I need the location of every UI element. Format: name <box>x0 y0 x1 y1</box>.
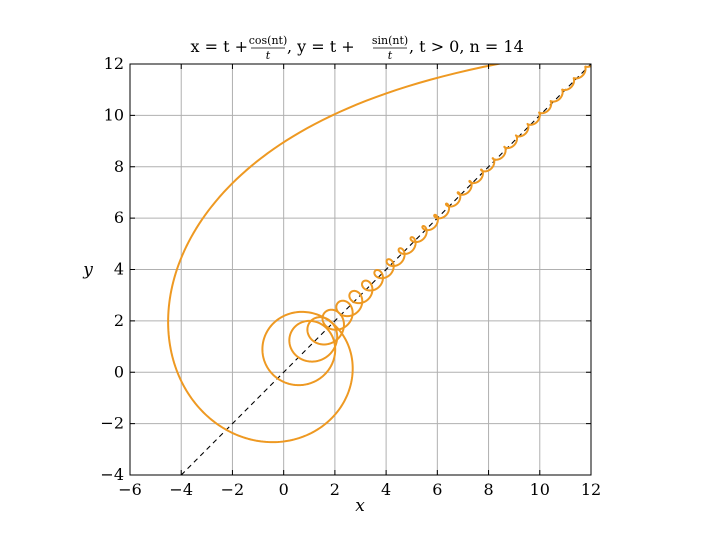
x-tick-labels: −6 −4 −2 0 2 4 6 8 10 12 <box>118 480 601 499</box>
x-tick-label: −4 <box>169 480 193 499</box>
y-axis-label: y <box>82 260 93 280</box>
x-tick-label: 2 <box>330 480 340 499</box>
title-fraction-1-numerator: cos(nt) <box>249 34 288 47</box>
x-tick-label: 12 <box>581 480 601 499</box>
title-fraction-2-numerator: sin(nt) <box>372 34 408 47</box>
x-axis-label: x <box>355 496 365 516</box>
y-tick-label: 2 <box>114 311 124 330</box>
title-y-equation: , y = t + <box>287 37 355 56</box>
x-tick-label: 8 <box>483 480 493 499</box>
parametric-curve-series <box>167 64 591 444</box>
y-tick-label: 10 <box>104 105 124 124</box>
grid <box>129 63 592 476</box>
x-tick-label: 0 <box>279 480 289 499</box>
ticks <box>129 63 592 476</box>
y-tick-labels: −4 −2 0 2 4 6 8 10 12 <box>100 54 124 484</box>
x-tick-label: −2 <box>221 480 245 499</box>
x-tick-label: 4 <box>381 480 391 499</box>
x-tick-label: −6 <box>118 480 142 499</box>
x-tick-label: 6 <box>432 480 442 499</box>
y-tick-label: 6 <box>114 208 124 227</box>
title-fraction-2-denominator: t <box>388 49 393 62</box>
title-conditions: , t > 0, n = 14 <box>409 37 524 56</box>
y-tick-label: 0 <box>114 362 124 381</box>
y-tick-label: 12 <box>104 54 124 73</box>
series-layer <box>167 64 591 475</box>
title-fraction-1-denominator: t <box>266 49 271 62</box>
reference-line-y-equals-x <box>180 64 591 475</box>
x-tick-label: 10 <box>530 480 550 499</box>
y-tick-label: 8 <box>114 157 124 176</box>
title-x-equation: x = t + <box>190 37 248 56</box>
chart-title: x = t + cos(nt) t , y = t + sin(nt) t , … <box>190 34 523 62</box>
y-tick-label: −2 <box>100 414 124 433</box>
y-tick-label: 4 <box>114 260 124 279</box>
y-tick-label: −4 <box>100 465 124 484</box>
